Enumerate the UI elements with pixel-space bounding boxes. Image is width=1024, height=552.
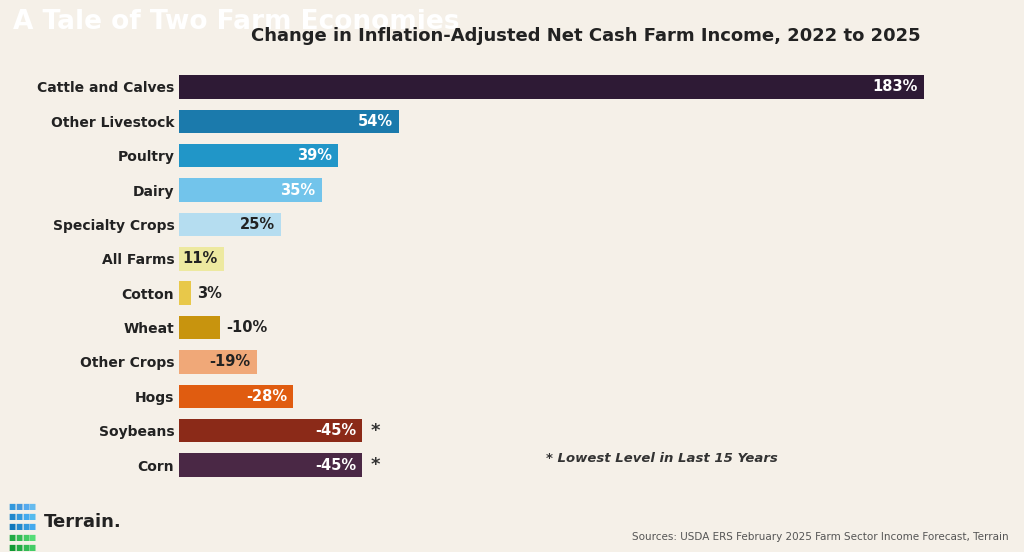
Text: A Tale of Two Farm Economies: A Tale of Two Farm Economies	[13, 9, 460, 35]
Bar	[179, 178, 322, 202]
Bar	[179, 213, 281, 236]
Text: -45%: -45%	[315, 423, 356, 438]
Bar	[179, 453, 362, 477]
Text: ■: ■	[15, 533, 23, 542]
Bar	[179, 110, 399, 133]
Bar	[179, 144, 338, 167]
Text: 183%: 183%	[872, 79, 918, 94]
Text: -19%: -19%	[209, 354, 251, 369]
Text: 3%: 3%	[198, 286, 222, 301]
Text: ■: ■	[22, 502, 30, 511]
Text: ■: ■	[8, 522, 16, 531]
Text: ■: ■	[8, 502, 16, 511]
Text: ■: ■	[15, 512, 23, 521]
Text: * Lowest Level in Last 15 Years: * Lowest Level in Last 15 Years	[546, 452, 777, 465]
Text: ■: ■	[22, 543, 30, 551]
Text: -10%: -10%	[226, 320, 267, 335]
Text: ■: ■	[22, 512, 30, 521]
Text: ■: ■	[22, 533, 30, 542]
Text: ■: ■	[29, 522, 36, 531]
Text: 25%: 25%	[240, 217, 274, 232]
Title: Change in Inflation-Adjusted Net Cash Farm Income, 2022 to 2025: Change in Inflation-Adjusted Net Cash Fa…	[252, 27, 921, 45]
Bar	[179, 350, 257, 374]
Text: ■: ■	[15, 502, 23, 511]
Text: ■: ■	[22, 522, 30, 531]
Text: 35%: 35%	[281, 183, 315, 198]
Text: ■: ■	[8, 533, 16, 542]
Text: 11%: 11%	[182, 251, 218, 266]
Text: 54%: 54%	[357, 114, 393, 129]
Text: -45%: -45%	[315, 458, 356, 473]
Text: ■: ■	[29, 543, 36, 551]
Text: ■: ■	[29, 502, 36, 511]
Text: ■: ■	[29, 512, 36, 521]
Text: Terrain.: Terrain.	[44, 513, 122, 530]
Text: ■: ■	[15, 522, 23, 531]
Bar	[179, 316, 220, 339]
Bar	[179, 385, 293, 408]
Text: *: *	[371, 456, 380, 474]
Text: 39%: 39%	[297, 148, 332, 163]
Text: -28%: -28%	[246, 389, 287, 404]
Bar	[179, 247, 224, 270]
Bar	[179, 75, 924, 99]
Bar	[179, 282, 191, 305]
Text: ■: ■	[15, 543, 23, 551]
Text: ■: ■	[8, 512, 16, 521]
Bar	[179, 419, 362, 442]
Text: *: *	[371, 422, 380, 440]
Text: Sources: USDA ERS February 2025 Farm Sector Income Forecast, Terrain: Sources: USDA ERS February 2025 Farm Sec…	[632, 532, 1009, 542]
Text: ■: ■	[8, 543, 16, 551]
Text: ■: ■	[29, 533, 36, 542]
